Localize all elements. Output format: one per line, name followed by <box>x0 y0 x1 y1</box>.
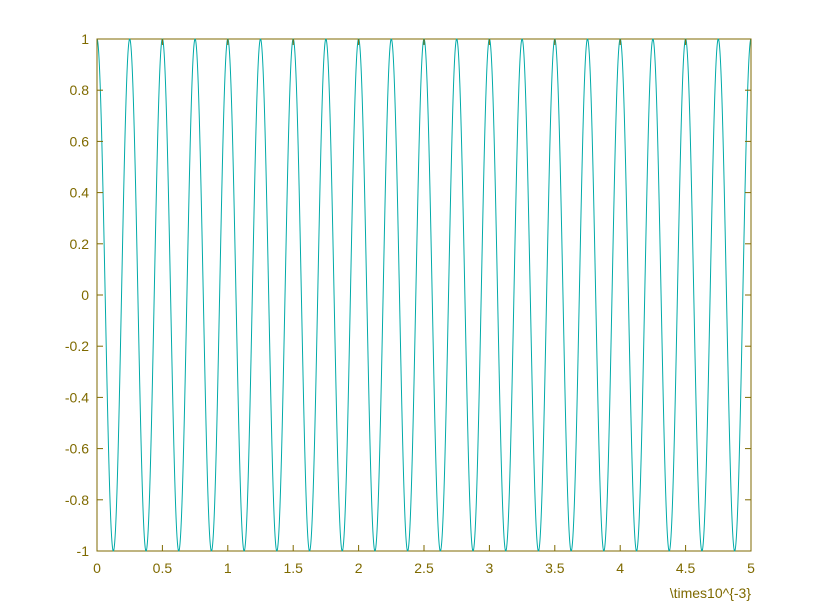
x-axis-exponent-label: \times10^{-3} <box>670 585 752 601</box>
y-tick-label: -0.2 <box>65 338 89 354</box>
y-tick-label: 0.2 <box>70 236 90 252</box>
x-tick-label: 4.5 <box>676 560 696 576</box>
x-tick-label: 2 <box>355 560 363 576</box>
x-tick-label: 0 <box>93 560 101 576</box>
y-tick-label: 0.6 <box>70 133 90 149</box>
plot-box <box>96 38 752 552</box>
x-tick-label: 2.5 <box>414 560 434 576</box>
x-tick-label: 1 <box>224 560 232 576</box>
x-tick-label: 0.5 <box>153 560 173 576</box>
y-tick-label: -0.6 <box>65 441 89 457</box>
y-tick-label: -0.8 <box>65 492 89 508</box>
y-tick-label: 1 <box>81 31 89 47</box>
y-tick-label: -1 <box>77 543 90 559</box>
x-tick-label: 1.5 <box>283 560 303 576</box>
plot-frame <box>96 38 752 552</box>
x-tick-label: 5 <box>747 560 755 576</box>
y-tick-label: 0 <box>81 287 89 303</box>
x-tick-label: 4 <box>616 560 624 576</box>
y-axis: -1 -0.8 -0.6 -0.4 -0.2 0 0.2 0.4 0.6 0.8 1 <box>65 31 751 559</box>
x-tick-label: 3 <box>486 560 494 576</box>
series-line-0 <box>96 38 752 552</box>
y-tick-label: 0.8 <box>70 82 90 98</box>
series-layer <box>96 38 752 552</box>
x-axis: 0 0.5 1 1.5 2 2.5 3 3.5 4 4.5 5 <box>93 39 755 576</box>
y-tick-label: 0.4 <box>70 185 90 201</box>
y-tick-label: -0.4 <box>65 389 89 405</box>
x-tick-label: 3.5 <box>545 560 565 576</box>
